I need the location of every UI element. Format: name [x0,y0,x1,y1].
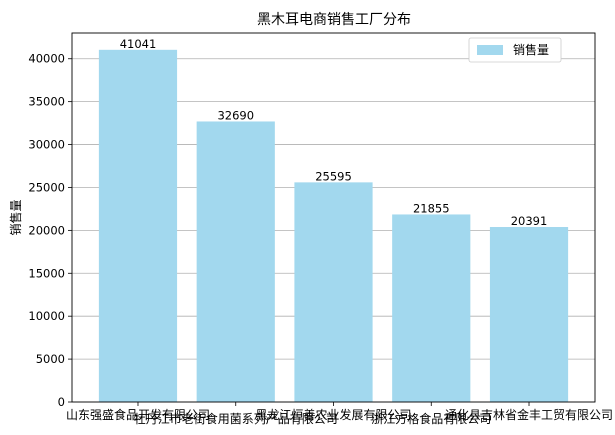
y-tick-label: 10000 [28,309,65,323]
bar-value-label: 21855 [413,201,450,215]
x-tick-label: 通化县吉林省金丰工贸有限公司 [445,407,613,422]
legend-label: 销售量 [513,42,549,57]
legend-swatch [477,45,503,55]
bar-value-label: 25595 [315,169,352,183]
x-tick-label: 牡丹江市老街食用菌系列产品有限公司 [134,411,338,426]
y-tick-label: 5000 [36,352,65,366]
legend-box [468,37,562,63]
y-tick-label: 20000 [28,223,65,237]
x-tick-label: 浙江方格食品有限公司 [371,411,491,426]
y-axis: 0 5000 10000 15000 20000 25000 30000 35000 40000 [28,52,72,409]
y-tick-label: 35000 [28,95,65,109]
x-tick-label: 山东强盛食品开发有限公司 [66,407,210,422]
chart-title: 黑木耳电商销售工厂分布 [257,12,411,28]
bar [98,49,178,403]
y-tick-label: 40000 [28,52,65,66]
y-tick-label: 30000 [28,138,65,152]
bar [392,214,471,402]
y-tick-label: 0 [58,395,65,409]
bar-value-label: 32690 [217,108,254,122]
bar-value-label: 41041 [120,37,157,51]
y-tick-label: 15000 [28,266,65,280]
plot-frame [71,32,596,403]
bar [294,182,373,402]
bars [98,49,569,403]
x-tick-label: 黑龙江恒善农业发展有限公司 [255,407,411,422]
data-labels: 41041 32690 25595 21855 20391 [120,37,548,228]
y-axis-label: 销售量 [8,199,23,235]
y-tick-label: 25000 [28,180,65,194]
bar [489,227,569,402]
legend: 销售量 [468,37,562,63]
bar [196,121,275,403]
bar-value-label: 20391 [511,214,548,228]
x-axis: 山东强盛食品开发有限公司牡丹江市老街食用菌系列产品有限公司黑龙江恒善农业发展有限… [66,402,613,426]
